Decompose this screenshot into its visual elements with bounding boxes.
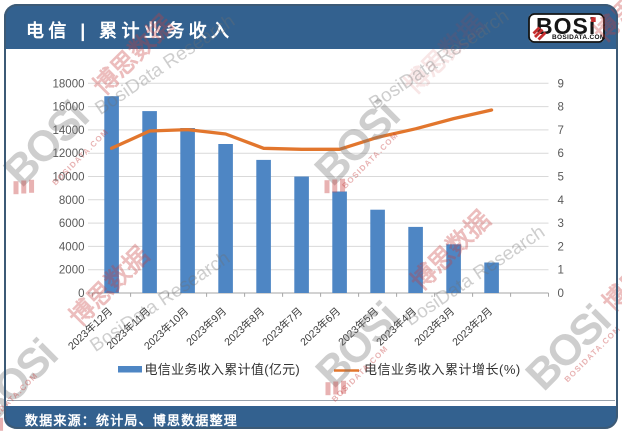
svg-text:2023年9月: 2023年9月 (184, 305, 230, 349)
svg-text:8000: 8000 (59, 195, 85, 207)
svg-text:0: 0 (558, 288, 564, 300)
svg-text:2023年4月: 2023年4月 (374, 305, 420, 349)
svg-text:8: 8 (558, 102, 564, 114)
svg-text:6000: 6000 (59, 218, 85, 230)
svg-text:电信业务收入累计增长(%): 电信业务收入累计增长(%) (364, 362, 521, 377)
svg-text:2023年6月: 2023年6月 (298, 305, 344, 349)
svg-text:5: 5 (558, 172, 564, 184)
svg-text:2000: 2000 (59, 265, 85, 277)
svg-text:BOSi: BOSi (536, 13, 596, 39)
svg-text:2023年2月: 2023年2月 (450, 305, 496, 349)
svg-text:2: 2 (558, 241, 564, 253)
svg-text:2023年3月: 2023年3月 (412, 305, 458, 349)
svg-text:18000: 18000 (53, 78, 85, 90)
svg-text:2023年5月: 2023年5月 (336, 305, 382, 349)
svg-text:1: 1 (558, 265, 564, 277)
svg-text:电信业务收入累计值(亿元): 电信业务收入累计值(亿元) (145, 362, 301, 377)
svg-text:4000: 4000 (59, 241, 85, 253)
svg-text:BOSIDATA.COM: BOSIDATA.COM (552, 34, 605, 41)
svg-text:6: 6 (558, 148, 564, 160)
svg-text:0: 0 (78, 288, 84, 300)
svg-text:12000: 12000 (53, 148, 85, 160)
svg-text:7: 7 (558, 125, 564, 137)
svg-text:16000: 16000 (53, 102, 85, 114)
svg-text:14000: 14000 (53, 125, 85, 137)
svg-text:10000: 10000 (53, 172, 85, 184)
svg-text:3: 3 (558, 218, 564, 230)
svg-text:4: 4 (558, 195, 565, 207)
svg-text:2023年8月: 2023年8月 (222, 305, 268, 349)
svg-text:2023年7月: 2023年7月 (260, 305, 306, 349)
svg-text:9: 9 (558, 78, 564, 90)
